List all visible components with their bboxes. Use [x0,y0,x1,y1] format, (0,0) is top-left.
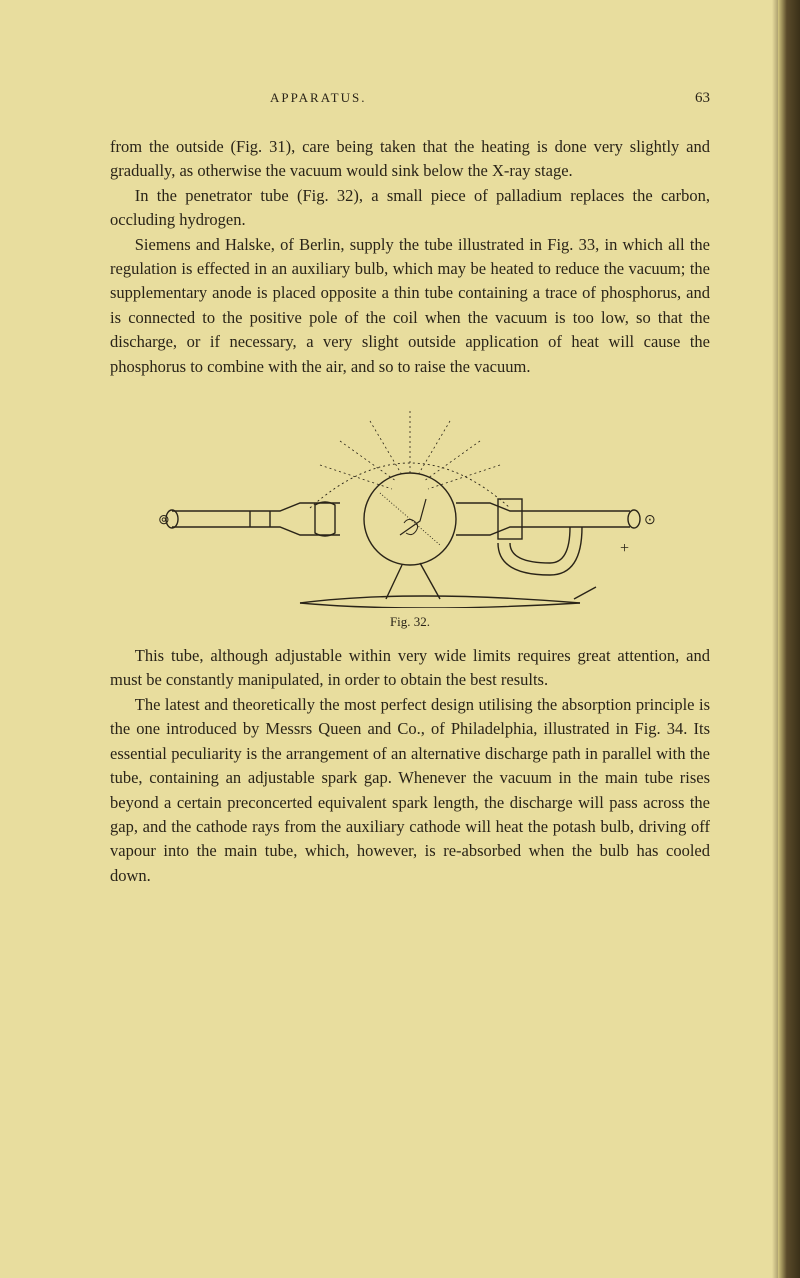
figure-32-svg: ⊚ ⊙ + [150,403,670,608]
right-terminal-symbol: ⊙ [644,513,656,528]
figure-32: ⊚ ⊙ + Fig. 32. [110,403,710,630]
paragraph-5: The latest and theoretically the most pe… [110,693,710,888]
body-text-lower: This tube, although adjustable within ve… [110,644,710,888]
header-title: APPARATUS. [270,90,366,106]
book-spine-edge [778,0,800,1278]
plus-symbol: + [620,540,629,557]
paragraph-3: Siemens and Halske, of Berlin, supply th… [110,233,710,379]
paragraph-1: from the outside (Fig. 31), care being t… [110,135,710,184]
page-header: APPARATUS. 63 [110,90,710,107]
body-text: from the outside (Fig. 31), care being t… [110,135,710,379]
paragraph-4: This tube, although adjustable within ve… [110,644,710,693]
page-number: 63 [695,90,710,107]
left-terminal-symbol: ⊚ [158,513,170,528]
paragraph-2: In the penetrator tube (Fig. 32), a smal… [110,184,710,233]
figure-caption: Fig. 32. [110,614,710,630]
page-container: APPARATUS. 63 from the outside (Fig. 31)… [0,0,800,948]
